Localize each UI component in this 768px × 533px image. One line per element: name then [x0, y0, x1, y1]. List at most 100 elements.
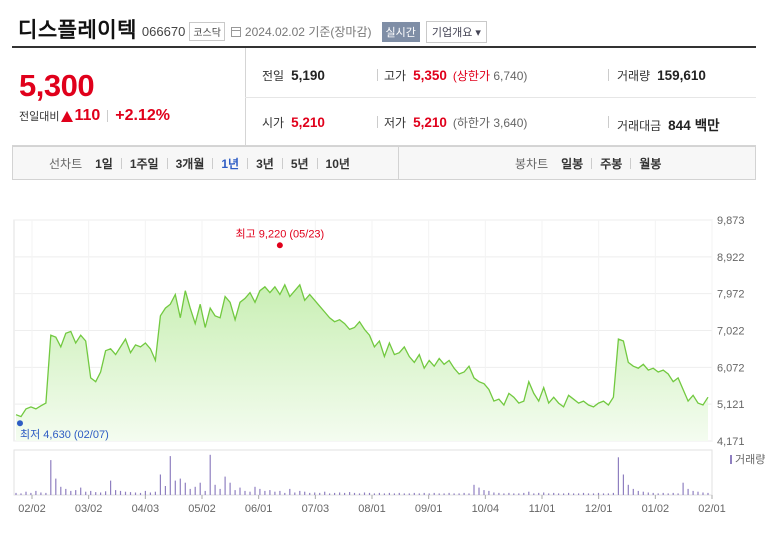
- min-marker: [16, 420, 23, 427]
- volume-bar: [15, 492, 17, 495]
- line-chart-tabs: 선차트 1일 1주일 3개월 1년 3년 5년 10년: [49, 147, 350, 179]
- volume-bar: [587, 493, 590, 495]
- volume-bar: [468, 493, 470, 495]
- volume-bar: [662, 492, 664, 495]
- volume-bar: [234, 490, 236, 495]
- divider: [377, 69, 378, 81]
- tab-3y[interactable]: 3년: [256, 156, 274, 171]
- lower-limit: (하한가 3,640): [453, 114, 528, 131]
- volume-frame: [13, 449, 713, 496]
- price-area: [16, 284, 708, 441]
- up-arrow-icon: [61, 110, 74, 122]
- divider: [608, 69, 609, 81]
- y-tick-label: 5,121: [717, 399, 745, 411]
- lower-limit-value: 3,640): [493, 116, 528, 130]
- volume-bar: [45, 492, 47, 495]
- volume-bar: [264, 490, 266, 495]
- x-tick-label: 07/03: [302, 503, 330, 515]
- volume-bar: [438, 493, 440, 495]
- volume-bar: [209, 454, 211, 495]
- low-label: 저가: [384, 116, 407, 130]
- volume-bar: [548, 493, 550, 495]
- volume-bar: [388, 492, 390, 495]
- divider: [398, 147, 399, 179]
- stock-name: 디스플레이텍: [18, 19, 137, 42]
- tab-weekly[interactable]: 주봉: [600, 156, 623, 171]
- volume-bar: [353, 492, 356, 495]
- y-tick-label: 7,022: [717, 326, 745, 338]
- chart-period-tabs: 선차트 1일 1주일 3개월 1년 3년 5년 10년 봉차트 일봉 주봉 월봉: [12, 146, 756, 180]
- tab-3m[interactable]: 3개월: [175, 156, 205, 171]
- volume-bar: [159, 474, 161, 495]
- volume-bar: [129, 492, 132, 495]
- volume-bar: [702, 492, 704, 495]
- volume-bar: [259, 488, 261, 495]
- volume-bar: [612, 492, 614, 495]
- volume-bar: [463, 492, 465, 495]
- amount-label: 거래대금: [617, 119, 662, 133]
- volume-bar: [229, 482, 231, 495]
- tab-5y[interactable]: 5년: [290, 156, 309, 171]
- tab-1d[interactable]: 1일: [95, 156, 113, 171]
- volume-bar: [149, 492, 151, 495]
- change-value: 110: [74, 107, 101, 124]
- stat-high: 고가 5,350 (상한가 6,740): [384, 67, 527, 84]
- volume-bar: [164, 486, 166, 495]
- volume-bar: [110, 480, 112, 495]
- volume-bar: [314, 492, 316, 495]
- volume-bar: [393, 493, 395, 495]
- volume-bar: [224, 476, 226, 495]
- low-value: 5,210: [413, 115, 447, 130]
- upper-limit-label: (상한가: [452, 69, 491, 83]
- high-value: 5,350: [413, 68, 447, 83]
- stat-low: 저가 5,210 (하한가 3,640): [384, 114, 527, 131]
- volume-bar: [458, 493, 460, 495]
- divider: [107, 110, 109, 122]
- volume-bar: [349, 492, 351, 495]
- volume-bar: [194, 486, 196, 495]
- volume-bar: [204, 490, 206, 495]
- prev-close-label: 전일: [262, 69, 285, 83]
- volume-bar: [294, 492, 296, 495]
- stat-open: 시가 5,210: [262, 114, 325, 131]
- price-change: 전일대비 110 +2.12%: [19, 107, 170, 125]
- volume-bar: [697, 491, 699, 495]
- x-tick-label: 01/02: [642, 503, 670, 515]
- volume-bar: [378, 492, 380, 495]
- volume-bar: [523, 492, 525, 495]
- header-divider: [12, 46, 756, 48]
- volume-bar: [518, 493, 520, 495]
- tab-1y[interactable]: 1년: [221, 156, 240, 171]
- divider: [247, 157, 249, 169]
- divider: [608, 116, 609, 128]
- volume-bar: [363, 492, 366, 495]
- volume-bar: [453, 493, 455, 495]
- volume-bar: [239, 487, 241, 495]
- tab-1w[interactable]: 1주일: [129, 156, 159, 171]
- company-overview-button[interactable]: 기업개요 ▾: [425, 20, 487, 43]
- volume-bar: [652, 492, 654, 495]
- divider: [245, 97, 756, 98]
- tab-daily[interactable]: 일봉: [561, 156, 584, 171]
- tab-10y[interactable]: 10년: [325, 156, 350, 171]
- volume-bar: [189, 488, 191, 495]
- volume-bar: [254, 486, 256, 495]
- volume-bar: [573, 493, 575, 495]
- price-chart[interactable]: 9,873 8,922 7,972 7,022 6,072 5,121 4,171 02/0…: [0, 198, 768, 533]
- volume-bar: [568, 492, 570, 495]
- realtime-button[interactable]: 실시간: [381, 21, 420, 42]
- divider: [120, 157, 122, 169]
- volume-bar: [657, 493, 659, 495]
- x-tick-label: 08/01: [358, 503, 386, 515]
- volume-bar: [50, 460, 52, 495]
- volume-bar: [35, 490, 37, 495]
- volume-bar: [25, 491, 27, 495]
- stock-header: 디스플레이텍 066670 코스닥 2024.02.02 기준(장마감) 실시간…: [18, 14, 487, 44]
- volume-bar: [368, 492, 371, 495]
- tab-monthly[interactable]: 월봉: [639, 156, 662, 171]
- volume-bar: [538, 492, 540, 495]
- volume-bar: [324, 491, 326, 495]
- volume-bar: [274, 491, 276, 495]
- x-tick-label: 10/04: [472, 503, 500, 515]
- divider: [591, 157, 593, 169]
